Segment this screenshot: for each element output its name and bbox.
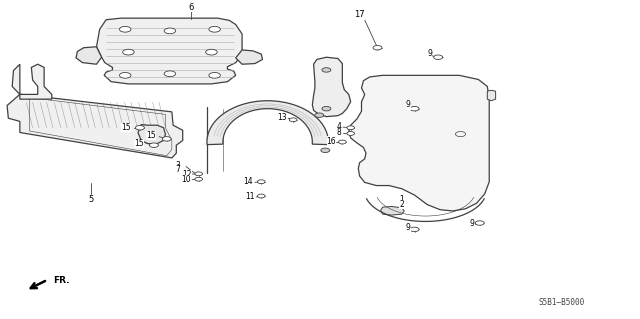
Circle shape	[123, 49, 134, 55]
Text: 11: 11	[245, 192, 255, 202]
Text: 9: 9	[406, 100, 411, 109]
Circle shape	[195, 177, 202, 181]
Polygon shape	[487, 90, 495, 101]
Polygon shape	[76, 47, 102, 64]
Text: 13: 13	[277, 113, 287, 122]
Text: 15: 15	[147, 131, 156, 140]
Text: 2: 2	[399, 200, 404, 209]
Text: 1: 1	[399, 195, 404, 204]
Polygon shape	[97, 18, 242, 84]
Circle shape	[257, 194, 265, 198]
Text: 9: 9	[428, 48, 432, 58]
Text: 4: 4	[337, 122, 342, 131]
Text: 5: 5	[89, 195, 94, 204]
Circle shape	[195, 172, 202, 176]
Polygon shape	[349, 75, 489, 211]
Text: 10: 10	[181, 175, 191, 184]
Text: 16: 16	[326, 137, 336, 145]
Circle shape	[289, 118, 297, 122]
Text: 15: 15	[121, 123, 131, 132]
Text: 3: 3	[176, 161, 180, 170]
Circle shape	[120, 72, 131, 78]
Circle shape	[315, 113, 324, 117]
Polygon shape	[138, 124, 166, 144]
Circle shape	[209, 26, 220, 32]
Circle shape	[347, 131, 355, 135]
Polygon shape	[381, 206, 404, 215]
Text: FR.: FR.	[53, 276, 70, 285]
Text: 7: 7	[176, 165, 180, 174]
Circle shape	[410, 107, 419, 111]
Circle shape	[475, 221, 484, 225]
Circle shape	[257, 180, 265, 184]
Circle shape	[164, 28, 175, 34]
Circle shape	[120, 26, 131, 32]
Text: 14: 14	[244, 177, 253, 186]
Circle shape	[163, 137, 172, 141]
Circle shape	[321, 148, 330, 152]
Circle shape	[410, 227, 419, 232]
Circle shape	[322, 107, 331, 111]
Circle shape	[339, 140, 346, 144]
Polygon shape	[207, 101, 328, 145]
Text: 6: 6	[188, 3, 194, 12]
Circle shape	[136, 125, 145, 130]
Circle shape	[347, 126, 355, 130]
Circle shape	[205, 49, 217, 55]
Text: 12: 12	[182, 170, 192, 179]
Polygon shape	[12, 64, 52, 99]
Text: 15: 15	[134, 139, 143, 148]
Polygon shape	[7, 94, 182, 158]
Text: 8: 8	[337, 128, 342, 137]
Circle shape	[209, 72, 220, 78]
Circle shape	[150, 143, 159, 147]
Text: S5B1–B5000: S5B1–B5000	[538, 298, 584, 307]
Polygon shape	[312, 57, 351, 117]
Text: 17: 17	[355, 11, 365, 19]
Text: 9: 9	[470, 219, 474, 227]
Circle shape	[373, 46, 382, 50]
Text: 9: 9	[406, 223, 411, 232]
Circle shape	[434, 55, 443, 59]
Circle shape	[322, 68, 331, 72]
Polygon shape	[236, 50, 262, 64]
Circle shape	[164, 71, 175, 77]
